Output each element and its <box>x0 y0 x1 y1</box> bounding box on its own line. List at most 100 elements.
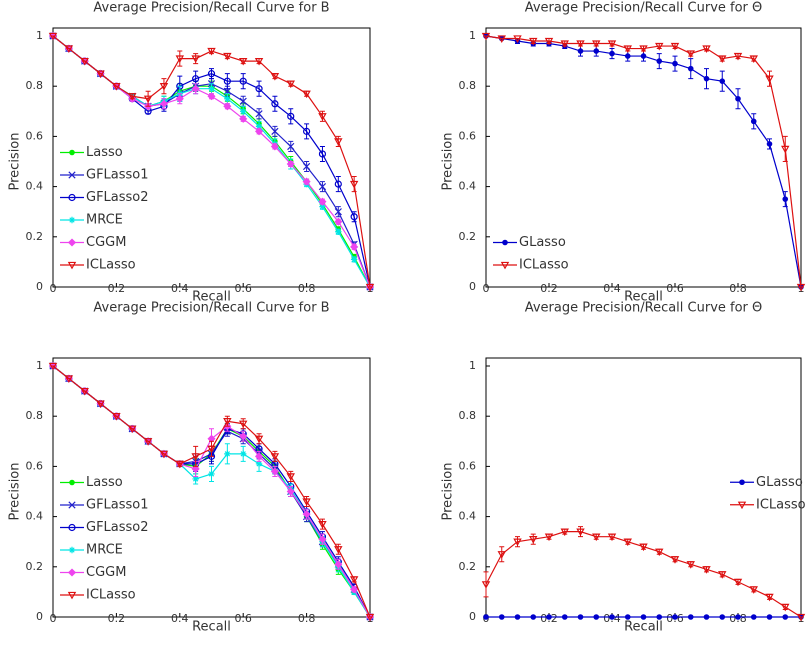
marker <box>529 37 538 46</box>
x-axis-label: Recall <box>624 620 663 635</box>
error-bar <box>483 571 489 598</box>
marker <box>68 523 76 532</box>
marker <box>781 603 790 612</box>
marker <box>239 97 247 105</box>
marker <box>672 60 678 67</box>
error-bar <box>335 176 341 193</box>
legend-label: MRCE <box>86 543 123 558</box>
marker <box>255 452 264 461</box>
marker <box>69 479 75 486</box>
plot-frame <box>485 357 802 618</box>
y-tick-label: 1 <box>36 359 43 372</box>
marker <box>287 142 295 151</box>
marker <box>530 614 537 620</box>
marker <box>69 149 75 156</box>
error-bar <box>224 73 230 90</box>
x-tick-label: 0.2 <box>108 612 126 625</box>
marker <box>733 578 743 587</box>
marker <box>334 217 343 226</box>
marker <box>255 127 264 136</box>
marker <box>365 613 375 622</box>
marker <box>686 50 695 59</box>
marker <box>128 93 137 101</box>
error-bar <box>351 176 357 193</box>
marker <box>749 55 758 64</box>
marker <box>334 180 342 188</box>
marker <box>350 585 359 594</box>
marker <box>207 445 216 454</box>
marker <box>624 53 631 59</box>
y-tick-label: 0.4 <box>459 180 477 193</box>
marker <box>270 142 279 151</box>
marker <box>593 48 600 54</box>
marker <box>271 127 279 136</box>
marker <box>112 83 121 91</box>
marker <box>68 546 76 554</box>
y-axis-label: Precision <box>441 132 456 190</box>
y-tick-label: 0 <box>469 610 476 623</box>
marker <box>561 614 568 620</box>
marker <box>782 614 789 620</box>
marker <box>191 55 200 64</box>
marker <box>656 614 663 620</box>
marker <box>286 80 295 89</box>
marker <box>240 450 247 458</box>
marker <box>240 108 247 115</box>
y-tick-label: 0 <box>36 610 43 623</box>
marker <box>624 614 631 620</box>
marker <box>64 375 74 383</box>
marker <box>238 420 248 429</box>
y-tick-label: 0.4 <box>26 180 44 193</box>
marker <box>592 40 601 48</box>
marker <box>514 614 521 620</box>
marker <box>68 501 76 509</box>
legend-label: MRCE <box>86 213 123 228</box>
marker <box>67 261 77 270</box>
marker <box>334 560 343 569</box>
marker <box>191 453 200 461</box>
marker <box>286 159 295 169</box>
marker <box>781 145 790 154</box>
x-tick-label: 0.4 <box>603 282 621 295</box>
marker <box>670 42 680 51</box>
marker <box>481 581 491 589</box>
legend-label: Lasso <box>86 145 123 160</box>
y-tick-label: 1 <box>36 29 43 42</box>
marker <box>702 566 711 574</box>
marker <box>112 413 121 421</box>
plot-frame <box>485 27 802 288</box>
marker <box>319 203 326 210</box>
marker <box>765 75 774 84</box>
legend-label: CGGM <box>86 565 126 580</box>
legend-label: Lasso <box>86 475 123 490</box>
marker <box>128 425 137 434</box>
marker <box>576 528 585 537</box>
marker <box>733 52 743 61</box>
chart-title: Average Precision/Recall Curve for B <box>93 301 329 316</box>
error-bar <box>304 123 310 140</box>
y-axis-label: Precision <box>441 462 456 520</box>
marker <box>607 533 617 542</box>
x-tick-label: 0 <box>50 282 57 295</box>
y-tick-label: 0.8 <box>459 409 477 422</box>
marker <box>48 32 58 41</box>
marker <box>739 479 745 486</box>
x-tick-label: 0 <box>483 282 490 295</box>
marker <box>334 208 342 216</box>
marker <box>191 464 200 473</box>
x-tick-label: 0.4 <box>171 612 189 625</box>
error-bar <box>161 78 167 95</box>
x-tick-label: 0.6 <box>234 612 252 625</box>
marker <box>302 90 311 99</box>
marker <box>560 528 569 537</box>
marker <box>192 475 199 483</box>
marker <box>765 593 774 602</box>
marker <box>67 568 77 577</box>
marker <box>529 536 538 544</box>
marker <box>749 586 758 594</box>
x-tick-label: 0.6 <box>666 282 684 295</box>
marker <box>96 70 105 79</box>
legend-label: ICLasso <box>86 258 136 273</box>
marker <box>80 57 89 66</box>
marker <box>192 75 200 83</box>
